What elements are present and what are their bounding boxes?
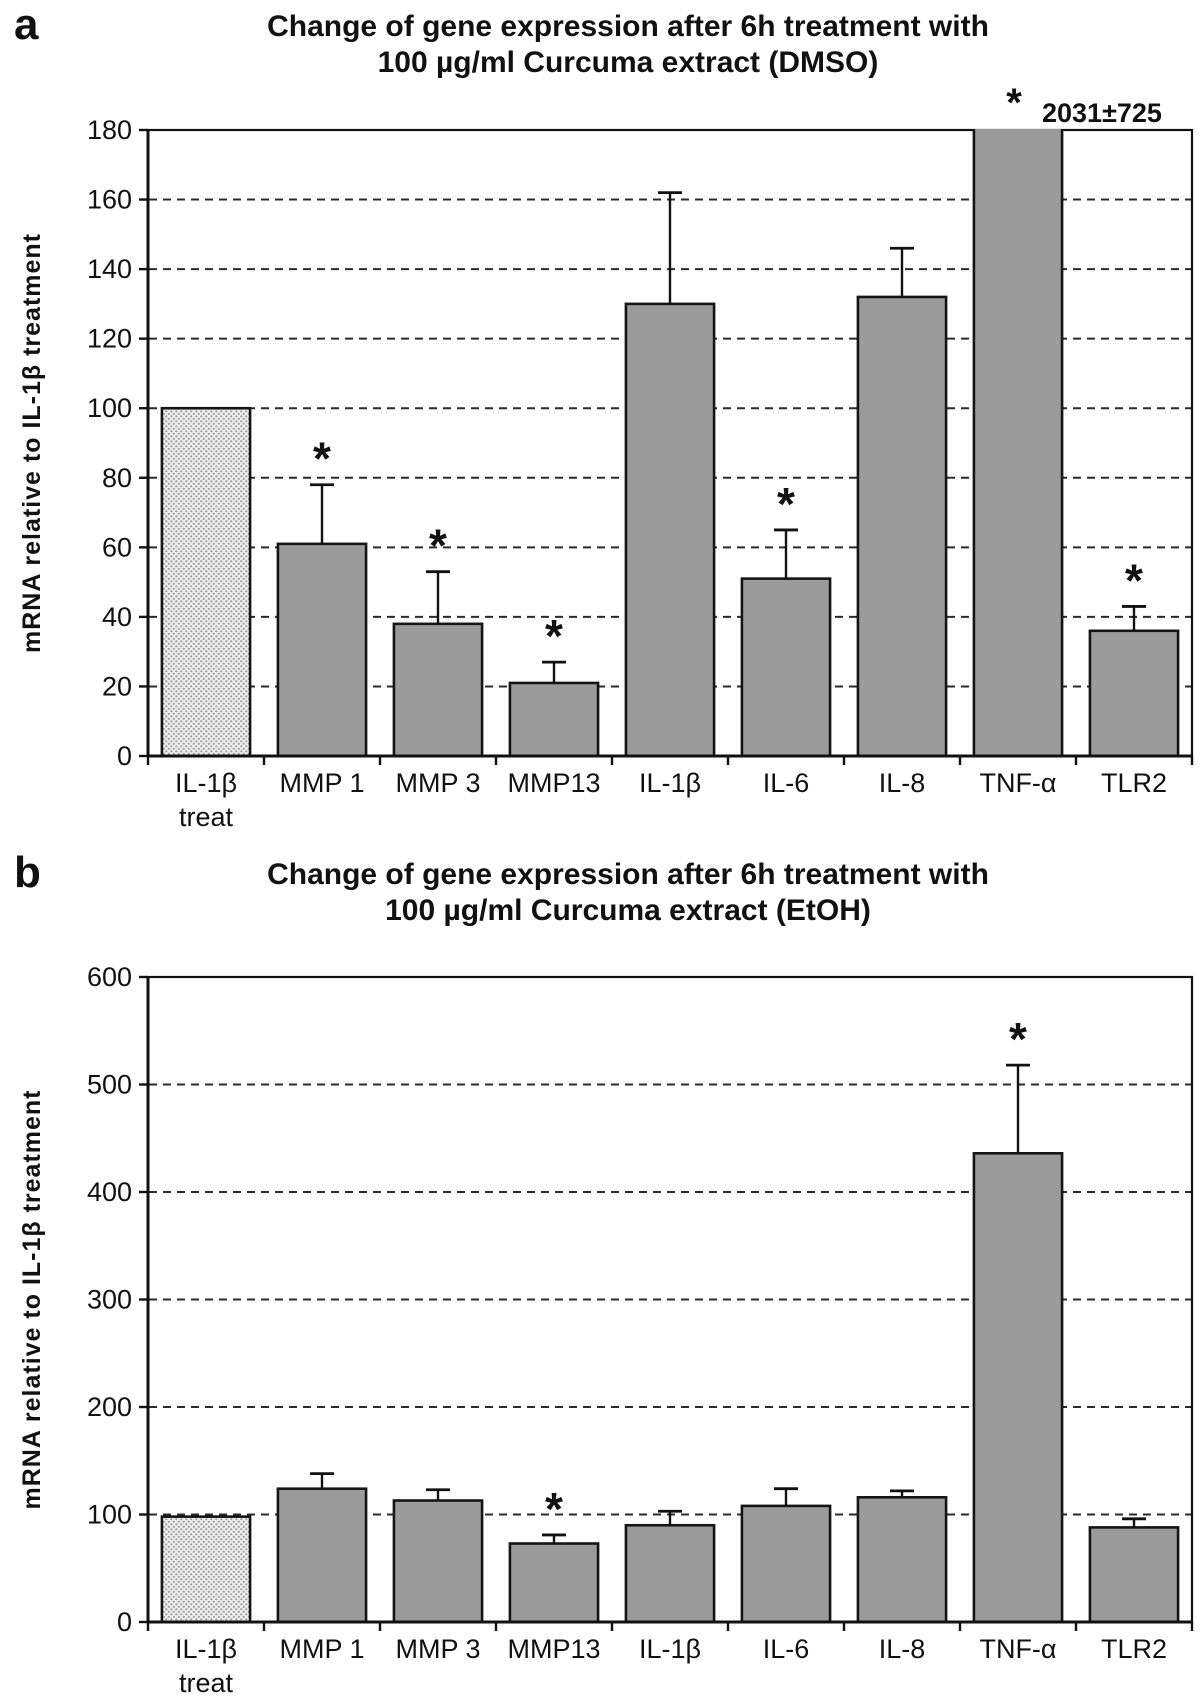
bar-il-8 <box>856 1495 948 1624</box>
y-tick-label-40: 40 <box>102 602 132 632</box>
y-tick-label-400: 400 <box>87 1177 132 1207</box>
chart-title-line-2: 100 µg/ml Curcuma extract (DMSO) <box>378 46 879 79</box>
significance-asterisk: * <box>1009 1013 1027 1065</box>
bar-il-1β-treat <box>160 1515 252 1624</box>
panel-a-letter: a <box>14 0 39 49</box>
y-tick-label-160: 160 <box>87 185 132 215</box>
x-label-treat: treat <box>179 802 234 832</box>
x-label-il-8: IL-8 <box>879 1634 926 1664</box>
bar-il-1β <box>624 302 716 758</box>
bar-mmp-3 <box>392 1499 484 1624</box>
y-axis-label: mRNA relative to IL-1β treatment <box>18 233 46 653</box>
y-tick-label-0: 0 <box>117 1607 132 1637</box>
x-label-il-8: IL-8 <box>879 768 926 798</box>
bar-il-6 <box>740 1504 832 1624</box>
bar-tlr2 <box>1088 629 1180 758</box>
y-tick-label-60: 60 <box>102 532 132 562</box>
panel-b-letter: b <box>14 848 41 897</box>
x-label-tnf-α: TNF-α <box>979 768 1056 798</box>
x-label-treat: treat <box>179 1668 234 1696</box>
y-tick-label-100: 100 <box>87 393 132 423</box>
bar-mmp-3 <box>392 622 484 758</box>
significance-asterisk: * <box>545 610 563 662</box>
x-label-il-6: IL-6 <box>763 1634 810 1664</box>
y-tick-label-600: 600 <box>87 962 132 992</box>
x-label-il-6: IL-6 <box>763 768 810 798</box>
y-tick-label-80: 80 <box>102 463 132 493</box>
chart-title-line-1: Change of gene expression after 6h treat… <box>267 858 989 891</box>
bar-tnf-α <box>972 1151 1064 1624</box>
offscale-asterisk: * <box>1006 81 1022 125</box>
bar-tlr2 <box>1088 1526 1180 1624</box>
chart-title-line-1: Change of gene expression after 6h treat… <box>267 10 989 43</box>
bar-mmp13 <box>508 1542 600 1624</box>
significance-asterisk: * <box>429 520 447 572</box>
x-label-tnf-α: TNF-α <box>979 1634 1056 1664</box>
bar-mmp-1 <box>276 1487 368 1624</box>
x-label-mmp-1: MMP 1 <box>279 1634 364 1664</box>
significance-asterisk: * <box>1125 554 1143 606</box>
x-label-mmp-1: MMP 1 <box>279 768 364 798</box>
significance-asterisk: * <box>777 478 795 530</box>
x-label-il-1β: IL-1β <box>175 768 237 798</box>
y-tick-label-20: 20 <box>102 671 132 701</box>
x-label-il-1β: IL-1β <box>175 1634 237 1664</box>
bar-tnf-α-offscale <box>973 129 1063 756</box>
x-label-tlr2: TLR2 <box>1101 1634 1167 1664</box>
y-tick-label-140: 140 <box>87 254 132 284</box>
panel-b: b * * 0 100 200 300 400 500 600 IL-1β treat MMP 1 MM… <box>0 848 1200 1696</box>
bar-il-1β-treat <box>160 406 252 758</box>
bar-mmp13 <box>508 681 600 758</box>
x-label-mmp-3: MMP 3 <box>395 1634 480 1664</box>
x-label-mmp13: MMP13 <box>507 768 600 798</box>
y-tick-label-0: 0 <box>117 741 132 771</box>
y-tick-label-100: 100 <box>87 1500 132 1530</box>
x-label-mmp13: MMP13 <box>507 1634 600 1664</box>
significance-asterisk: * <box>545 1483 563 1535</box>
y-tick-label-180: 180 <box>87 115 132 145</box>
y-tick-label-500: 500 <box>87 1070 132 1100</box>
bar-mmp-1 <box>276 542 368 758</box>
bar-chart-etoh: * * 0 100 200 300 400 500 600 IL-1β treat MMP 1 MMP … <box>18 858 1194 1696</box>
significance-asterisk: * <box>313 433 331 485</box>
y-tick-label-200: 200 <box>87 1392 132 1422</box>
x-label-il-1β: IL-1β <box>639 768 701 798</box>
panel-a: a * * * * * 2031±725 * 0 20 40 60 80 100 120 140 160 180… <box>14 0 1194 832</box>
x-label-mmp-3: MMP 3 <box>395 768 480 798</box>
bar-il-6 <box>740 577 832 758</box>
x-label-il-1β: IL-1β <box>639 1634 701 1664</box>
bar-il-8 <box>856 295 948 758</box>
bar-il-1β <box>624 1523 716 1624</box>
x-label-tlr2: TLR2 <box>1101 768 1167 798</box>
bar-chart-dmso: * * * * * 2031±725 * 0 20 40 60 80 100 120 140 160 180 IL… <box>18 10 1194 832</box>
chart-title-line-2: 100 µg/ml Curcuma extract (EtOH) <box>385 894 871 927</box>
y-tick-label-120: 120 <box>87 324 132 354</box>
y-tick-label-300: 300 <box>87 1285 132 1315</box>
y-axis-label: mRNA relative to IL-1β treatment <box>18 1089 46 1509</box>
offscale-value-label: 2031±725 <box>1042 98 1162 128</box>
